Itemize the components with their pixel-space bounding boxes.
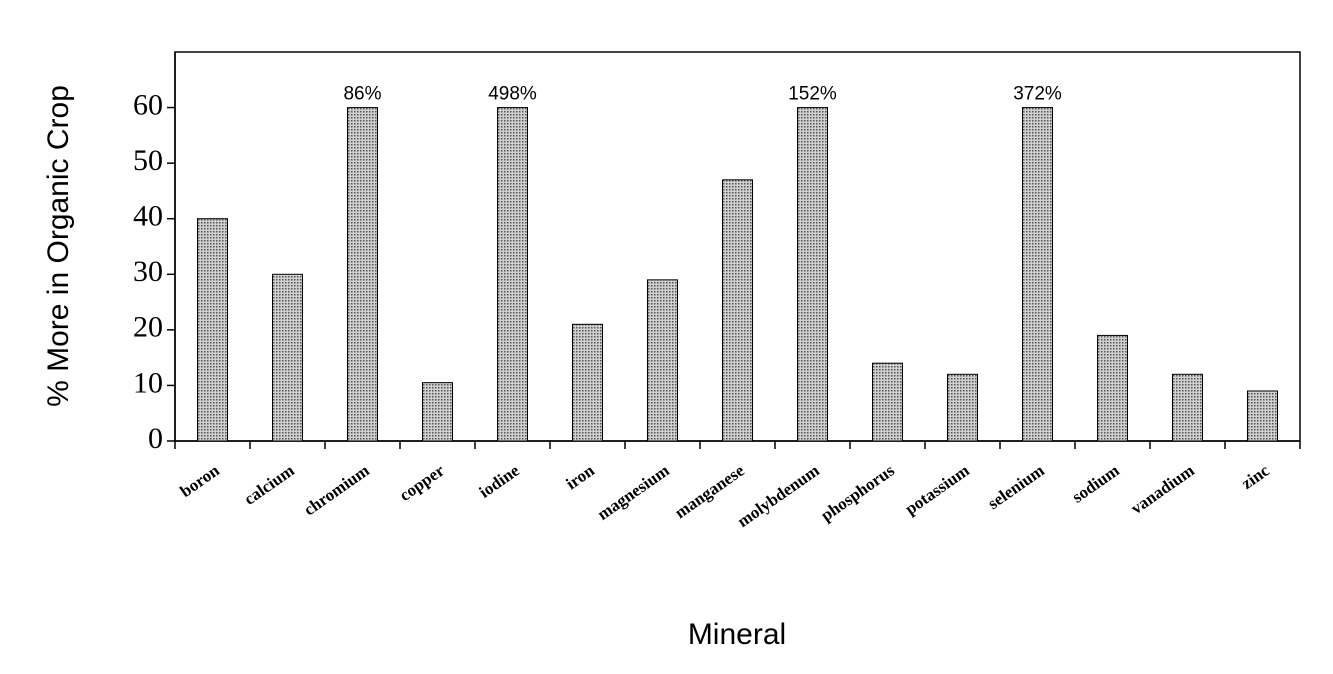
- value-label: 372%: [1013, 84, 1062, 105]
- x-axis-label: Mineral: [688, 618, 786, 651]
- y-tick-label: 60: [133, 88, 163, 121]
- value-label: 86%: [343, 84, 381, 105]
- y-tick-label: 40: [133, 200, 163, 233]
- y-axis-label: % More in Organic Crop: [42, 85, 75, 407]
- x-tick-label: phosphorus: [817, 460, 898, 525]
- x-tick-label: molybdenum: [734, 461, 823, 531]
- y-tick-label: 50: [133, 144, 163, 177]
- value-label: 152%: [788, 84, 837, 105]
- x-tick-label: chromium: [300, 461, 373, 520]
- bar: [647, 279, 678, 442]
- y-tick-label: 0: [148, 422, 163, 455]
- x-tick-label: potassium: [902, 461, 973, 519]
- x-tick-label: magnesium: [594, 461, 673, 524]
- x-tick-label: sodium: [1069, 461, 1123, 507]
- bar: [272, 273, 303, 442]
- bar: [797, 107, 828, 442]
- bar: [197, 218, 228, 442]
- bar: [572, 323, 603, 442]
- bar: [497, 107, 528, 442]
- y-tick-label: 10: [133, 366, 163, 399]
- bar: [1172, 373, 1203, 442]
- x-tick-label: zinc: [1238, 460, 1273, 493]
- x-tick-label: vanadium: [1127, 461, 1197, 518]
- y-tick-label: 20: [133, 311, 163, 344]
- bar: [1022, 107, 1053, 442]
- x-tick-label: iron: [562, 460, 598, 493]
- bar: [1097, 334, 1128, 442]
- x-tick-label: selenium: [984, 461, 1048, 513]
- x-tick-label: boron: [177, 460, 224, 501]
- bar: [722, 179, 753, 442]
- x-tick-label: copper: [396, 460, 448, 505]
- x-tick-label: iodine: [476, 460, 524, 501]
- x-tick-label: calcium: [240, 461, 297, 509]
- bar: [1247, 390, 1278, 442]
- bar: [347, 107, 378, 442]
- value-label: 498%: [488, 84, 537, 105]
- bar: [872, 362, 903, 442]
- bar: [422, 382, 453, 442]
- bar: [947, 373, 978, 442]
- y-tick-label: 30: [133, 255, 163, 288]
